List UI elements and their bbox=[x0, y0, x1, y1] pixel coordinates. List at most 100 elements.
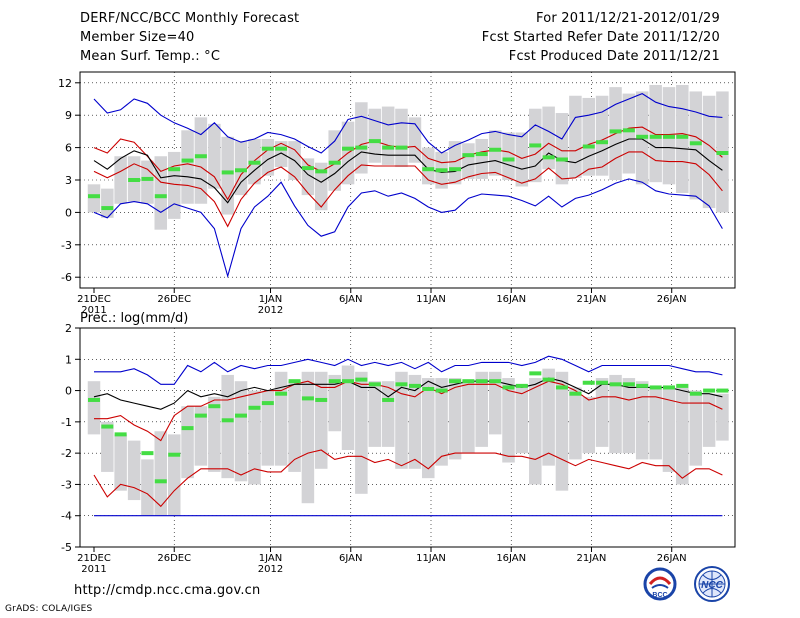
precipitation-obs-marker bbox=[315, 397, 328, 402]
precipitation-obs-marker bbox=[489, 379, 502, 384]
temperature-obs-marker bbox=[194, 154, 207, 159]
temperature-obs-marker bbox=[422, 167, 435, 172]
temperature-obs-marker bbox=[502, 157, 515, 162]
precipitation-spread-bar bbox=[689, 390, 703, 466]
temperature-spread-bar bbox=[194, 117, 208, 204]
precipitation-spread-bar bbox=[702, 393, 716, 447]
precipitation-obs-marker bbox=[529, 371, 542, 376]
temperature-obs-marker bbox=[382, 145, 395, 150]
precipitation-obs-marker bbox=[194, 413, 207, 418]
precipitation-spread-bar bbox=[154, 431, 168, 516]
precipitation-spread-bar bbox=[462, 381, 475, 454]
precipitation-ytick-label: 1 bbox=[65, 353, 72, 366]
temperature-spread-bar bbox=[622, 93, 636, 174]
precipitation-obs-marker bbox=[395, 382, 408, 387]
temperature-spread-bar bbox=[515, 132, 529, 187]
precipitation-obs-marker bbox=[101, 424, 114, 429]
precipitation-spread-bar bbox=[234, 381, 248, 482]
precipitation-obs-marker bbox=[221, 418, 234, 423]
precipitation-spread-bar bbox=[662, 387, 676, 472]
temperature-obs-marker bbox=[141, 176, 154, 181]
precipitation-line-max bbox=[94, 355, 723, 385]
temperature-obs-marker bbox=[489, 147, 502, 152]
temperature-obs-marker bbox=[435, 168, 448, 173]
temperature-spread-bar bbox=[448, 141, 462, 185]
precipitation-obs-marker bbox=[355, 377, 368, 382]
precipitation-xtick-label: 21JAN bbox=[577, 553, 607, 564]
precipitation-spread-bar bbox=[502, 378, 515, 463]
precipitation-obs-marker bbox=[181, 426, 194, 431]
precipitation-spread-bar bbox=[261, 390, 275, 466]
temperature-spread-bar bbox=[542, 106, 555, 170]
precipitation-spread-bar bbox=[529, 378, 542, 485]
temperature-obs-marker bbox=[301, 166, 314, 171]
precipitation-spread-bar bbox=[408, 374, 422, 469]
temperature-line-mean bbox=[93, 138, 723, 204]
temperature-obs-marker bbox=[475, 152, 488, 157]
temperature-spread-bar bbox=[395, 108, 408, 168]
precipitation-spread-bar bbox=[582, 396, 596, 454]
precipitation-spread-bar bbox=[87, 381, 101, 435]
temperature-obs-marker bbox=[449, 167, 462, 172]
temperature-spread-bar bbox=[569, 95, 582, 178]
temperature-spread-bar bbox=[676, 84, 689, 193]
precipitation-obs-marker bbox=[328, 379, 341, 384]
temperature-spread-bar bbox=[101, 188, 114, 218]
temperature-spread-bar bbox=[595, 95, 609, 176]
footer-credit: GrADS: COLA/IGES bbox=[5, 604, 93, 614]
temperature-xtick-label: 11JAN bbox=[416, 294, 446, 305]
temperature-spread-bar bbox=[555, 113, 569, 185]
temperature-obs-marker bbox=[609, 129, 622, 134]
temperature-obs-marker bbox=[168, 167, 181, 172]
precipitation-ytick-label: 0 bbox=[65, 385, 72, 398]
temperature-obs-marker bbox=[154, 194, 167, 199]
member-size: Member Size=40 bbox=[80, 30, 195, 45]
temperature-spread-bar bbox=[87, 184, 101, 213]
variable-label: Mean Surf. Temp.: °C bbox=[80, 49, 221, 64]
precipitation-obs-marker bbox=[542, 377, 555, 382]
precipitation-ytick-label: -4 bbox=[61, 510, 72, 523]
temperature-xtick-sublabel: 2011 bbox=[81, 305, 106, 316]
temperature-spread-bar bbox=[154, 156, 168, 230]
temperature-ytick-label: 9 bbox=[65, 109, 72, 122]
precipitation-obs-marker bbox=[234, 413, 247, 418]
precipitation-ytick-label: -1 bbox=[61, 416, 72, 429]
precipitation-obs-marker bbox=[275, 391, 288, 396]
precipitation-spread-bar bbox=[542, 368, 555, 466]
temperature-obs-marker bbox=[529, 143, 542, 148]
temperature-spread-bar bbox=[689, 91, 703, 200]
temperature-line-max bbox=[93, 92, 723, 154]
precipitation-spread-bar bbox=[368, 381, 382, 447]
temperature-obs-marker bbox=[716, 151, 729, 155]
precipitation-obs-marker bbox=[342, 379, 355, 384]
precipitation-spread-bar bbox=[395, 371, 408, 469]
precipitation-xtick-label: 21DEC bbox=[77, 553, 111, 564]
footer-url[interactable]: http://cmdp.ncc.cma.gov.cn bbox=[74, 583, 261, 598]
temperature-obs-marker bbox=[234, 168, 247, 173]
temperature-spread-bar bbox=[475, 138, 488, 179]
temperature-obs-marker bbox=[462, 153, 475, 158]
precipitation-spread-bar bbox=[167, 434, 181, 516]
precipitation-obs-marker bbox=[382, 397, 395, 402]
bcc-logo-text: BCC bbox=[652, 592, 667, 599]
precipitation-spread-bar bbox=[208, 396, 221, 472]
precipitation-spread-bar bbox=[181, 406, 194, 479]
temperature-line-p10 bbox=[93, 151, 723, 228]
precipitation-obs-marker bbox=[636, 383, 649, 388]
precipitation-obs-marker bbox=[649, 385, 662, 390]
precipitation-obs-marker bbox=[703, 388, 716, 393]
temperature-spread-bar bbox=[208, 123, 221, 189]
temperature-obs-marker bbox=[181, 158, 194, 163]
precipitation-obs-marker bbox=[449, 379, 462, 384]
precipitation-spread-bar bbox=[101, 421, 114, 472]
chart-title: DERF/NCC/BCC Monthly Forecast bbox=[80, 11, 300, 26]
precipitation-obs-marker bbox=[261, 401, 274, 406]
precipitation-spread-bar bbox=[381, 381, 395, 447]
temperature-xtick-label: 1JAN bbox=[259, 294, 282, 305]
precipitation-obs-marker bbox=[676, 383, 689, 388]
temperature-spread-bar bbox=[141, 160, 154, 204]
temperature-obs-marker bbox=[342, 146, 355, 151]
precipitation-obs-marker bbox=[208, 404, 221, 409]
precipitation-obs-marker bbox=[168, 452, 181, 457]
